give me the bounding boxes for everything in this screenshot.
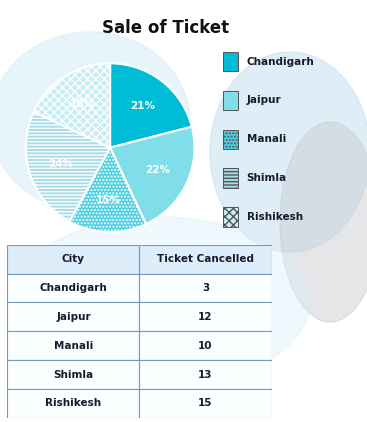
FancyBboxPatch shape (139, 389, 272, 418)
Text: Jaipur: Jaipur (247, 95, 281, 106)
Text: Chandigarh: Chandigarh (40, 283, 107, 293)
Text: Jaipur: Jaipur (56, 312, 91, 322)
Bar (223, 207, 238, 227)
Text: 24%: 24% (48, 159, 73, 169)
Text: 15: 15 (198, 398, 213, 408)
Text: Sale of Ticket: Sale of Ticket (102, 19, 229, 37)
Text: Rishikesh: Rishikesh (247, 212, 303, 222)
Bar (223, 168, 238, 188)
Text: Shimla: Shimla (247, 173, 287, 183)
Text: 12: 12 (198, 312, 213, 322)
Text: Rishikesh: Rishikesh (46, 398, 101, 408)
FancyBboxPatch shape (139, 360, 272, 389)
Ellipse shape (10, 217, 310, 387)
Bar (223, 52, 238, 71)
Text: Chandigarh: Chandigarh (247, 57, 315, 67)
Bar (223, 130, 238, 149)
Text: 13: 13 (198, 370, 213, 379)
Text: City: City (62, 254, 85, 264)
Ellipse shape (280, 122, 367, 322)
FancyBboxPatch shape (139, 303, 272, 331)
FancyBboxPatch shape (139, 273, 272, 303)
Text: 15%: 15% (96, 195, 121, 205)
Text: Manali: Manali (54, 341, 93, 351)
Wedge shape (34, 63, 110, 148)
Wedge shape (69, 148, 146, 232)
FancyBboxPatch shape (7, 303, 139, 331)
FancyBboxPatch shape (7, 331, 139, 360)
Text: Manali: Manali (247, 134, 286, 144)
Ellipse shape (0, 32, 190, 212)
Wedge shape (26, 112, 110, 222)
Text: 18%: 18% (70, 98, 95, 108)
Text: 10: 10 (198, 341, 213, 351)
FancyBboxPatch shape (7, 273, 139, 303)
Ellipse shape (210, 52, 367, 252)
Wedge shape (110, 127, 195, 224)
Text: Shimla: Shimla (53, 370, 94, 379)
Text: 21%: 21% (130, 101, 155, 111)
Text: Ticket Cancelled: Ticket Cancelled (157, 254, 254, 264)
FancyBboxPatch shape (7, 245, 139, 273)
FancyBboxPatch shape (139, 331, 272, 360)
Wedge shape (110, 63, 192, 148)
Bar (223, 91, 238, 110)
Text: 22%: 22% (145, 165, 170, 175)
FancyBboxPatch shape (139, 245, 272, 273)
FancyBboxPatch shape (7, 389, 139, 418)
FancyBboxPatch shape (7, 360, 139, 389)
Text: 3: 3 (202, 283, 209, 293)
